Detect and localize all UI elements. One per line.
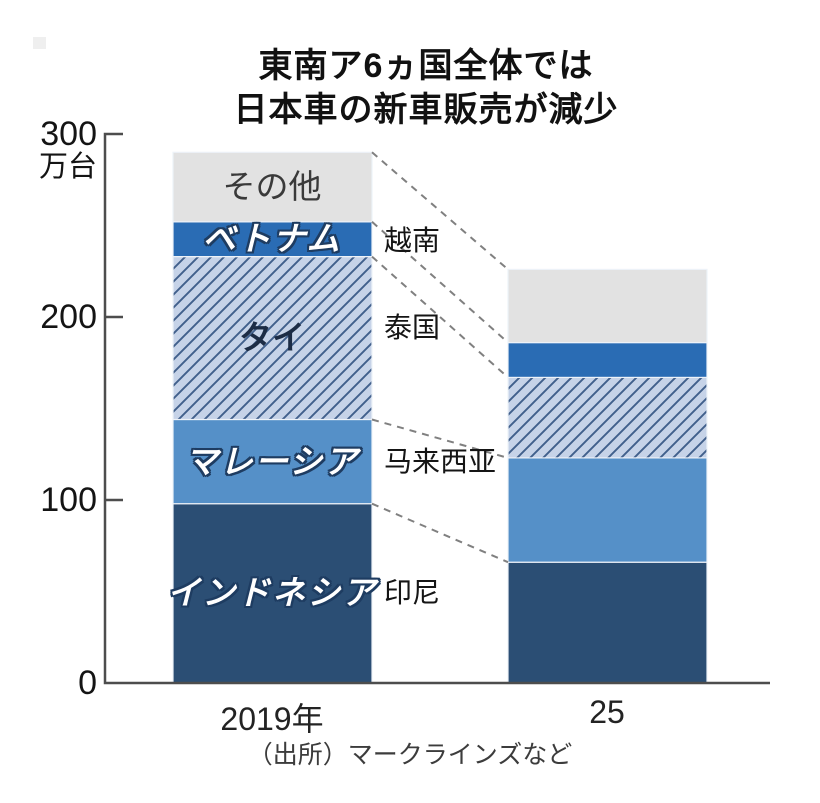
gap-label-indonesia: 印尼: [384, 577, 441, 608]
bar-segment-0-4: [172, 151, 373, 223]
xlabel-2019: 2019年: [220, 701, 324, 737]
ytick-100: 100: [40, 481, 97, 519]
bar-label-malaysia: マレーシア: [184, 443, 360, 480]
bar-segment-0-1: [172, 418, 373, 505]
axis-lines: [103, 132, 770, 685]
stacked-bars: [172, 151, 708, 684]
bar-label-indonesia: インドネシア: [167, 574, 377, 611]
source-note: （出所）マークラインズなど: [247, 741, 573, 769]
bar-label-vietnam: ベトナム: [202, 220, 342, 257]
chart-title: 東南ア6ヵ国全体では 日本車の新車販売が減少: [32, 44, 820, 132]
bar-segment-1-4: [507, 268, 708, 344]
bar-label-thailand: タイ: [239, 319, 305, 356]
leader-line-3: [371, 221, 509, 344]
leader-lines: [371, 151, 509, 564]
gap-label-malaysia: 马来西亚: [384, 446, 497, 477]
bar-label-others: その他: [222, 168, 322, 205]
chart-title-line1: 東南ア6ヵ国全体では: [258, 47, 594, 85]
bar-segment-1-1: [507, 457, 708, 563]
watermark-square: [33, 37, 46, 49]
bar-segment-0-0: [172, 503, 373, 684]
gap-label-vietnam: 越南: [384, 225, 441, 256]
ytick-300: 300: [40, 115, 97, 153]
bar-segment-1-2: [507, 376, 708, 459]
gap-label-thailand: 泰国: [384, 312, 441, 343]
bar-segment-0-2: [172, 256, 373, 421]
leader-line-2: [371, 255, 509, 379]
ytick-0: 0: [78, 664, 97, 702]
bar-segment-1-3: [507, 342, 708, 379]
bar-segment-1-0: [507, 561, 708, 684]
xlabel-25: 25: [589, 694, 625, 730]
leader-line-0: [371, 502, 509, 564]
leader-line-1: [371, 418, 509, 459]
y-axis-unit: 万台: [38, 151, 97, 183]
ytick-200: 200: [40, 298, 97, 336]
leader-line-4: [371, 151, 509, 271]
chart-title-line2: 日本車の新車販売が減少: [233, 91, 619, 129]
